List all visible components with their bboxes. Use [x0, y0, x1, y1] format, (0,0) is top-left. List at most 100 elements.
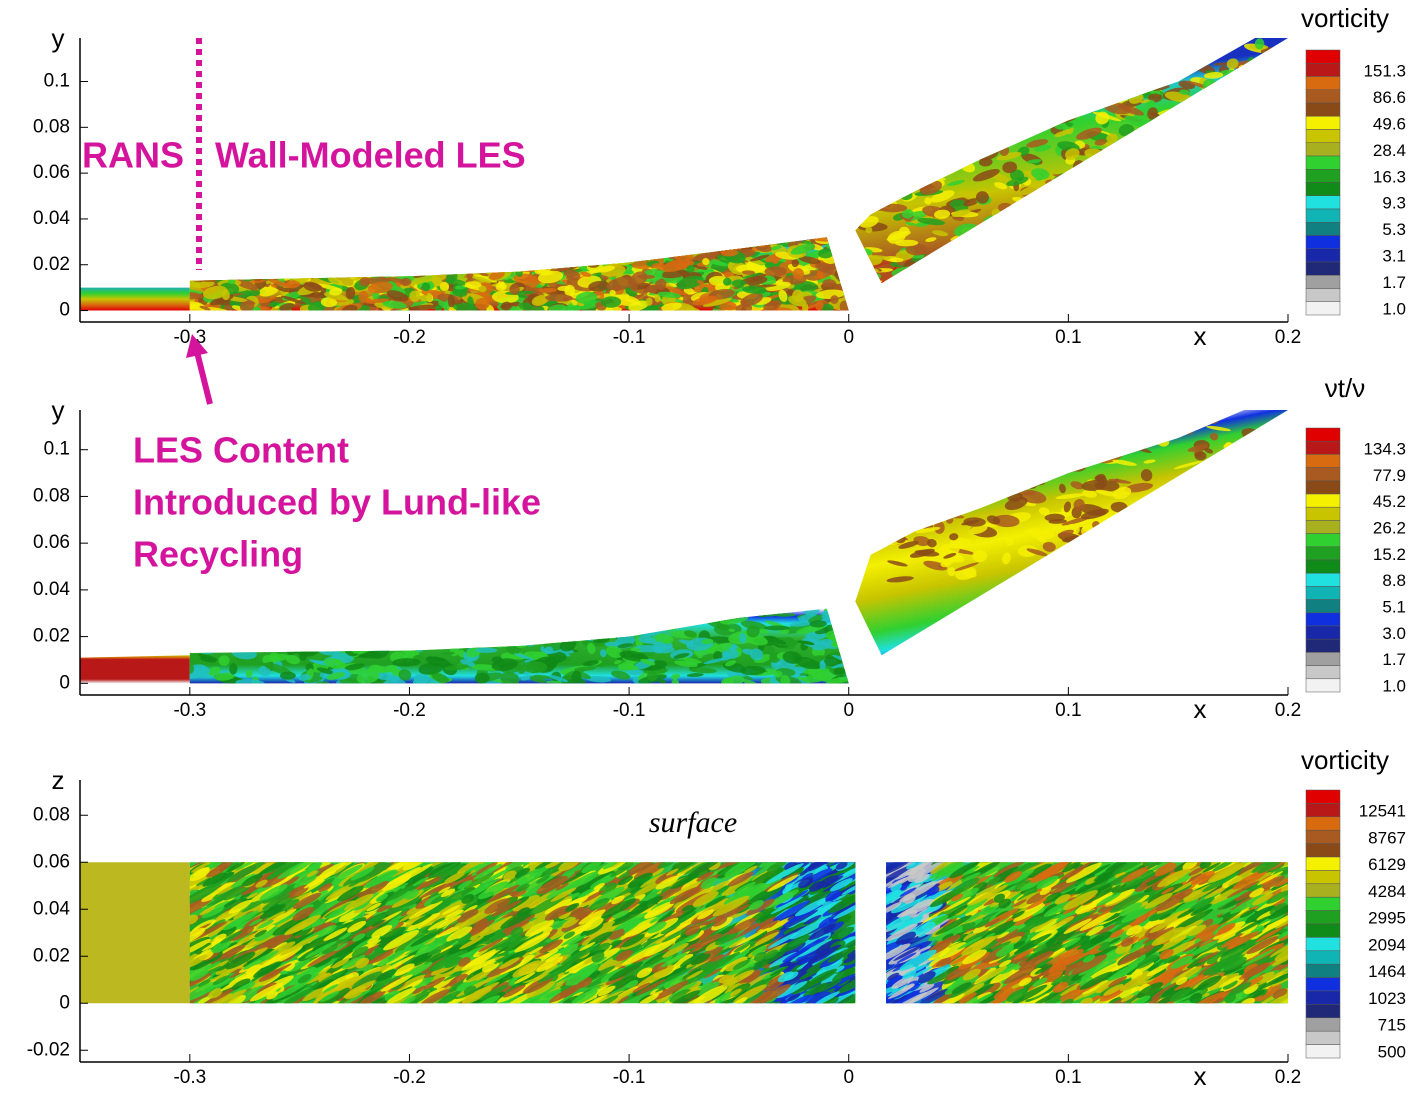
colorbar-band: [1306, 454, 1340, 467]
colorbar-label: 1023: [1368, 989, 1406, 1008]
flow-field: [80, 862, 190, 1003]
colorbar-band: [1306, 613, 1340, 626]
colorbar-band: [1306, 468, 1340, 481]
colorbar-label: 15.2: [1373, 545, 1406, 564]
y-tick-label: 0: [59, 300, 70, 321]
colorbar-band: [1306, 481, 1340, 494]
colorbar-band: [1306, 275, 1340, 288]
x-tick-label: -0.2: [393, 327, 426, 348]
colorbar-band: [1306, 803, 1340, 816]
x-tick-label: -0.1: [613, 327, 646, 348]
colorbar-band: [1306, 937, 1340, 950]
colorbar-band: [1306, 991, 1340, 1004]
colorbar-label: 5.3: [1382, 220, 1406, 239]
x-tick-label: 0.2: [1275, 327, 1301, 348]
colorbar-label: 45.2: [1373, 492, 1406, 511]
annotation: Introduced by Lund-like: [133, 482, 541, 523]
y-tick-label: 0: [59, 992, 70, 1013]
colorbar-band: [1306, 236, 1340, 249]
colorbar-band: [1306, 547, 1340, 560]
x-tick-label: 0: [843, 700, 854, 721]
x-tick-label: -0.2: [393, 700, 426, 721]
colorbar-label: 3.0: [1382, 624, 1406, 643]
colorbar-label: 1.7: [1382, 650, 1406, 669]
x-axis-label: x: [1194, 321, 1207, 351]
annotation: Recycling: [133, 534, 303, 575]
colorbar-label: 1.0: [1382, 676, 1406, 695]
colorbar-band: [1306, 600, 1340, 613]
colorbar-band: [1306, 626, 1340, 639]
colorbar-band: [1306, 586, 1340, 599]
colorbar-band: [1306, 183, 1340, 196]
colorbar-label: 9.3: [1382, 194, 1406, 213]
x-tick-label: -0.3: [173, 700, 206, 721]
y-axis-label: y: [52, 23, 65, 53]
colorbar-label: 134.3: [1363, 439, 1406, 458]
colorbar-band: [1306, 652, 1340, 665]
figure: 0 0.02 0.04 0.06 0.08 0.1 -0.3 -0.2 -0.1 0 0.1 0.2 y…: [0, 0, 1422, 1096]
colorbar-band: [1306, 116, 1340, 129]
colorbar-band: [1306, 50, 1340, 63]
annotation: LES Content: [133, 430, 349, 471]
y-tick-label: 0.06: [33, 162, 70, 183]
colorbar-band: [1306, 156, 1340, 169]
colorbar-band: [1306, 830, 1340, 843]
y-tick-label: 0.06: [33, 851, 70, 872]
colorbar-band: [1306, 507, 1340, 520]
colorbar-band: [1306, 77, 1340, 90]
colorbar-band: [1306, 844, 1340, 857]
colorbar-band: [1306, 560, 1340, 573]
colorbar-label: 2995: [1368, 909, 1406, 928]
colorbar-band: [1306, 666, 1340, 679]
colorbar-band: [1306, 196, 1340, 209]
x-axis-label: x: [1194, 1061, 1207, 1091]
y-tick-label: 0.08: [33, 485, 70, 506]
annotation: Wall-Modeled LES: [215, 135, 526, 176]
colorbar-band: [1306, 790, 1340, 803]
y-tick-label: -0.02: [27, 1039, 70, 1060]
colorbar-label: 6129: [1368, 855, 1406, 874]
colorbar-label: 3.1: [1382, 247, 1406, 266]
x-tick-label: 0.2: [1275, 700, 1301, 721]
colorbar-band: [1306, 520, 1340, 533]
colorbar-band: [1306, 534, 1340, 547]
x-tick-label: -0.3: [173, 1067, 206, 1088]
y-tick-label: 0: [59, 672, 70, 693]
colorbar-band: [1306, 679, 1340, 692]
colorbar-band: [1306, 441, 1340, 454]
y-tick-label: 0.1: [44, 71, 70, 92]
annotation: surface: [649, 806, 737, 839]
colorbar-band: [1306, 639, 1340, 652]
y-tick-label: 0.08: [33, 116, 70, 137]
colorbar-label: 500: [1378, 1042, 1406, 1061]
y-tick-label: 0.02: [33, 254, 70, 275]
colorbar-band: [1306, 90, 1340, 103]
colorbar-label: 12541: [1359, 801, 1406, 820]
y-tick-label: 0.02: [33, 945, 70, 966]
x-tick-label: 0.2: [1275, 1067, 1301, 1088]
y-tick-label: 0.06: [33, 532, 70, 553]
colorbar-band: [1306, 143, 1340, 156]
x-tick-label: -0.2: [393, 1067, 426, 1088]
colorbar-band: [1306, 897, 1340, 910]
colorbar-label: 715: [1378, 1016, 1406, 1035]
x-tick-label: 0: [843, 327, 854, 348]
colorbar-label: 1.0: [1382, 299, 1406, 318]
colorbar-label: 8767: [1368, 828, 1406, 847]
colorbar-label: 49.6: [1373, 114, 1406, 133]
colorbar-band: [1306, 494, 1340, 507]
colorbar-band: [1306, 1018, 1340, 1031]
colorbar-label: 4284: [1368, 882, 1406, 901]
colorbar-band: [1306, 302, 1340, 315]
x-tick-label: 0.1: [1055, 327, 1081, 348]
y-axis-label: z: [52, 765, 65, 795]
colorbar-band: [1306, 1031, 1340, 1044]
flow-texture: [866, 850, 1307, 1016]
annotation-arrow: [197, 352, 210, 404]
flow-texture: [171, 849, 876, 1014]
y-tick-label: 0.04: [33, 579, 70, 600]
x-axis-label: x: [1194, 694, 1207, 724]
y-axis-label: y: [52, 395, 65, 425]
x-tick-label: -0.1: [613, 1067, 646, 1088]
colorbar-band: [1306, 130, 1340, 143]
